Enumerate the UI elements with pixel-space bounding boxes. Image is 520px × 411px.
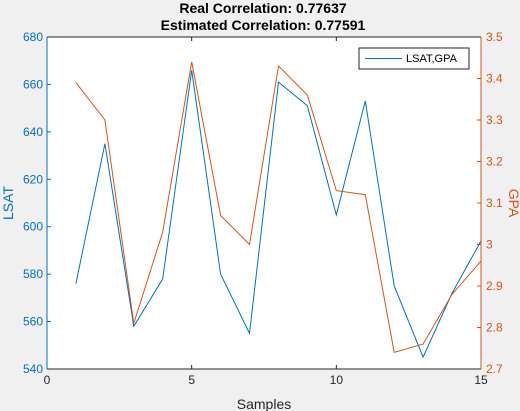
chart-title-line-1: Real Correlation: 0.77637 xyxy=(179,0,347,16)
y-left-tick-label: 580 xyxy=(23,267,43,281)
y-right-tick-label: 3.1 xyxy=(486,196,503,210)
x-axis-label: Samples xyxy=(237,396,291,411)
y-right-tick-label: 2.9 xyxy=(486,279,503,293)
y-right-tick-label: 3.2 xyxy=(486,155,503,169)
y-axis-label-right: GPA xyxy=(506,189,520,218)
y-axis-label-left: LSAT xyxy=(0,186,16,220)
plot-area xyxy=(47,37,481,369)
chart-title-line-2: Estimated Correlation: 0.77591 xyxy=(161,17,366,33)
y-left-tick-label: 620 xyxy=(23,172,43,186)
y-right-tick-label: 2.8 xyxy=(486,321,503,335)
x-tick-label: 10 xyxy=(330,373,344,387)
y-right-tick-label: 3.4 xyxy=(486,72,503,86)
y-left-tick-label: 640 xyxy=(23,125,43,139)
y-right-tick-label: 2.7 xyxy=(486,362,503,376)
y-right-tick-label: 3 xyxy=(486,238,493,252)
y-left-tick-label: 560 xyxy=(23,315,43,329)
y-left-tick-label: 680 xyxy=(23,30,43,44)
y-right-tick-label: 3.5 xyxy=(486,30,503,44)
y-left-tick-label: 660 xyxy=(23,77,43,91)
y-right-tick-label: 3.3 xyxy=(486,113,503,127)
y-left-tick-label: 540 xyxy=(23,362,43,376)
x-tick-label: 0 xyxy=(44,373,51,387)
legend-label: LSAT,GPA xyxy=(406,53,458,65)
legend: LSAT,GPA xyxy=(359,48,469,69)
y-left-tick-label: 600 xyxy=(23,220,43,234)
x-tick-label: 5 xyxy=(188,373,195,387)
